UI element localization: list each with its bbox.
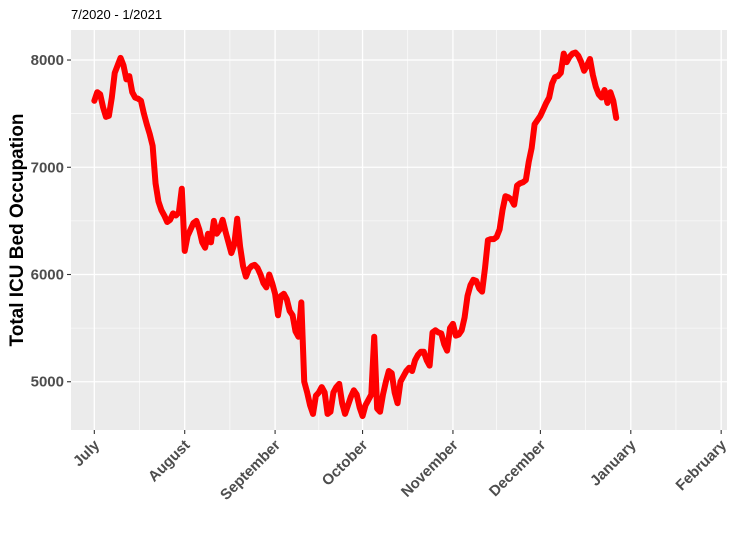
major-grid <box>71 30 727 430</box>
y-tick-label: 5000 <box>31 374 64 391</box>
x-tick-label: October <box>319 437 372 490</box>
x-tick-label: August <box>145 437 194 486</box>
series-layer <box>91 49 620 420</box>
series-line <box>91 49 620 420</box>
y-axis-label: Total ICU Bed Occupation <box>7 114 28 347</box>
chart-subtitle: 7/2020 - 1/2021 <box>71 7 162 22</box>
y-tick-label: 7000 <box>31 159 64 176</box>
x-axis: July August September October November Decemb… <box>70 430 731 504</box>
x-tick-label: January <box>587 436 640 489</box>
x-tick-label: September <box>217 437 284 504</box>
x-tick-label: November <box>398 437 462 501</box>
y-tick-label: 8000 <box>31 52 64 69</box>
y-tick-label: 6000 <box>31 267 64 284</box>
y-axis: 5000 6000 7000 8000 <box>31 52 71 391</box>
x-tick-label: February <box>673 436 731 494</box>
plot-panel <box>71 30 727 430</box>
x-tick-label: December <box>486 437 549 500</box>
x-tick-label: July <box>70 436 104 470</box>
